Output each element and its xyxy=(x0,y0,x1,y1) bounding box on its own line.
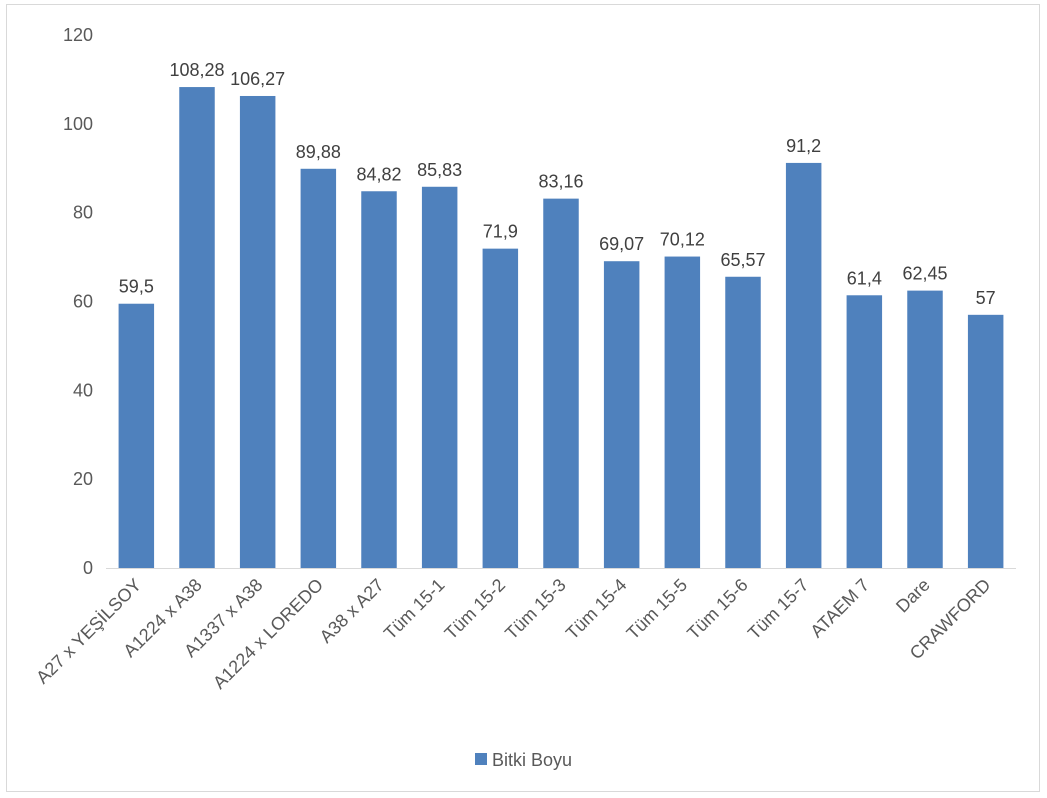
x-tick-label: Dare xyxy=(892,575,934,617)
data-label: 108,28 xyxy=(169,60,224,80)
bar xyxy=(543,198,579,569)
data-label: 91,2 xyxy=(786,136,821,156)
legend: Bitki Boyu xyxy=(475,750,572,770)
bar xyxy=(846,295,883,568)
y-axis: 0 20 40 60 80 100 120 xyxy=(63,25,93,578)
bar xyxy=(179,87,215,568)
x-tick-label: Tüm 15-6 xyxy=(683,575,752,644)
data-label: 59,5 xyxy=(119,277,154,297)
data-label: 70,12 xyxy=(660,230,705,250)
x-tick-label: A38 x A27 xyxy=(316,575,388,647)
data-label: 85,83 xyxy=(417,160,462,180)
bar xyxy=(361,191,397,569)
chart-area: 0 20 40 60 80 100 120 59,5 108,28 106,27 89,88 84,… xyxy=(6,4,1040,792)
bar xyxy=(239,95,276,569)
data-label: 57 xyxy=(976,288,996,308)
x-tick-label: A1224 x LOREDO xyxy=(209,575,327,693)
data-label: 65,57 xyxy=(720,250,765,270)
y-tick-label: 60 xyxy=(73,292,93,312)
bar xyxy=(785,162,822,569)
x-tick-label: Tüm 15-1 xyxy=(380,575,449,644)
data-label: 62,45 xyxy=(902,264,947,284)
x-tick-label: Tüm 15-2 xyxy=(441,575,510,644)
x-tick-label: Tüm 15-5 xyxy=(623,575,692,644)
legend-swatch-bitki-boyu xyxy=(475,753,487,765)
y-tick-label: 80 xyxy=(73,203,93,223)
data-label: 69,07 xyxy=(599,234,644,254)
bar xyxy=(421,186,458,569)
y-tick-label: 100 xyxy=(63,114,93,134)
y-tick-label: 40 xyxy=(73,380,93,400)
bar xyxy=(118,303,155,568)
bar xyxy=(603,261,640,568)
data-label: 106,27 xyxy=(230,69,285,89)
data-label: 89,88 xyxy=(296,142,341,162)
x-tick-label: A27 x YEŞİLSOY xyxy=(32,575,145,688)
bar xyxy=(482,248,519,568)
data-labels-group: 59,5 108,28 106,27 89,88 84,82 85,83 71,9 83,16… xyxy=(119,60,996,308)
bar xyxy=(907,290,943,568)
bar xyxy=(664,256,701,568)
bar xyxy=(967,314,1004,568)
x-tick-label: Tüm 15-7 xyxy=(744,575,813,644)
data-label: 84,82 xyxy=(356,164,401,184)
y-tick-label: 120 xyxy=(63,25,93,45)
bar-chart: 0 20 40 60 80 100 120 59,5 108,28 106,27 89,88 84,… xyxy=(32,25,1016,770)
y-tick-label: 20 xyxy=(73,469,93,489)
x-tick-label: Tüm 15-3 xyxy=(501,575,570,644)
bar xyxy=(725,276,761,568)
y-tick-label: 0 xyxy=(83,558,93,578)
legend-label-bitki-boyu: Bitki Boyu xyxy=(492,750,572,770)
data-label: 83,16 xyxy=(538,172,583,192)
bars-group xyxy=(118,87,1004,569)
x-tick-label: Tüm 15-4 xyxy=(562,575,631,644)
data-label: 71,9 xyxy=(483,222,518,242)
data-label: 61,4 xyxy=(847,268,882,288)
bar xyxy=(300,168,337,568)
x-tick-label: ATAEM 7 xyxy=(806,575,873,642)
